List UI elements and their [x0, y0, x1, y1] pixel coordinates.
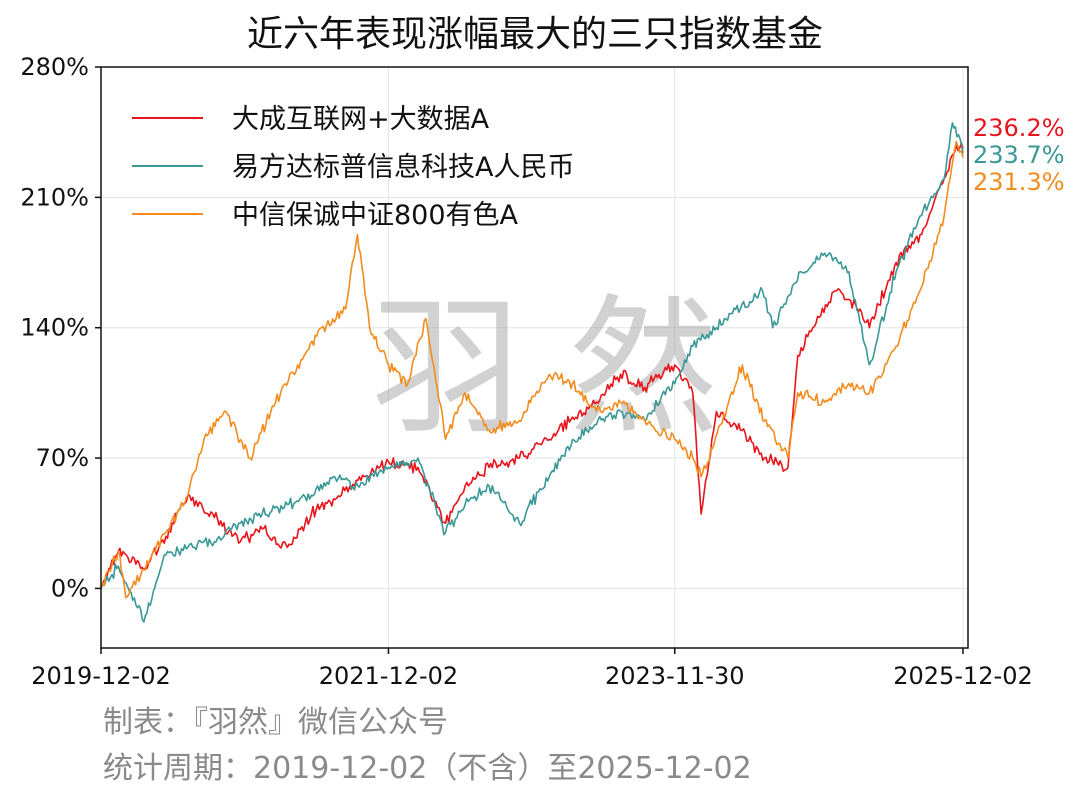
y-tick-label: 70%: [36, 444, 89, 472]
x-tick-label: 2023-11-30: [605, 662, 744, 690]
x-tick-label: 2025-12-02: [893, 662, 1032, 690]
y-tick-label: 280%: [20, 53, 89, 81]
y-tick-label: 140%: [20, 314, 89, 342]
series-line-2: [100, 122, 964, 623]
y-tick-label: 0%: [51, 574, 89, 602]
end-labels: 236.2%233.7%231.3%: [973, 114, 1065, 196]
end-label: 236.2%: [973, 114, 1065, 142]
legend-label: 大成互联网+大数据A: [232, 104, 490, 135]
legend-label: 中信保诚中证800有色A: [232, 200, 519, 231]
footer-period: 统计周期：2019-12-02（不含）至2025-12-02: [103, 751, 752, 786]
end-label: 231.3%: [973, 168, 1065, 196]
x-tick-label: 2019-12-02: [31, 662, 170, 690]
x-tick-label: 2021-12-02: [319, 662, 458, 690]
series-line-1: [100, 142, 964, 589]
footer-credit: 制表：『羽然』微信公众号: [103, 705, 448, 740]
series-line-3: [100, 140, 964, 599]
watermark: 羽 然: [371, 282, 719, 456]
x-axis-ticks: 2019-12-02 2021-12-02 2023-11-30 2025-12-02: [31, 648, 1033, 690]
end-label: 233.7%: [973, 141, 1065, 169]
y-axis-ticks: 0% 70% 140% 210% 280%: [20, 53, 101, 602]
chart-title: 近六年表现涨幅最大的三只指数基金: [247, 14, 823, 55]
plot-frame: [100, 66, 969, 649]
series-layer: [100, 122, 964, 623]
y-tick-label: 210%: [20, 183, 89, 211]
legend-label: 易方达标普信息科技A人民币: [232, 152, 574, 183]
